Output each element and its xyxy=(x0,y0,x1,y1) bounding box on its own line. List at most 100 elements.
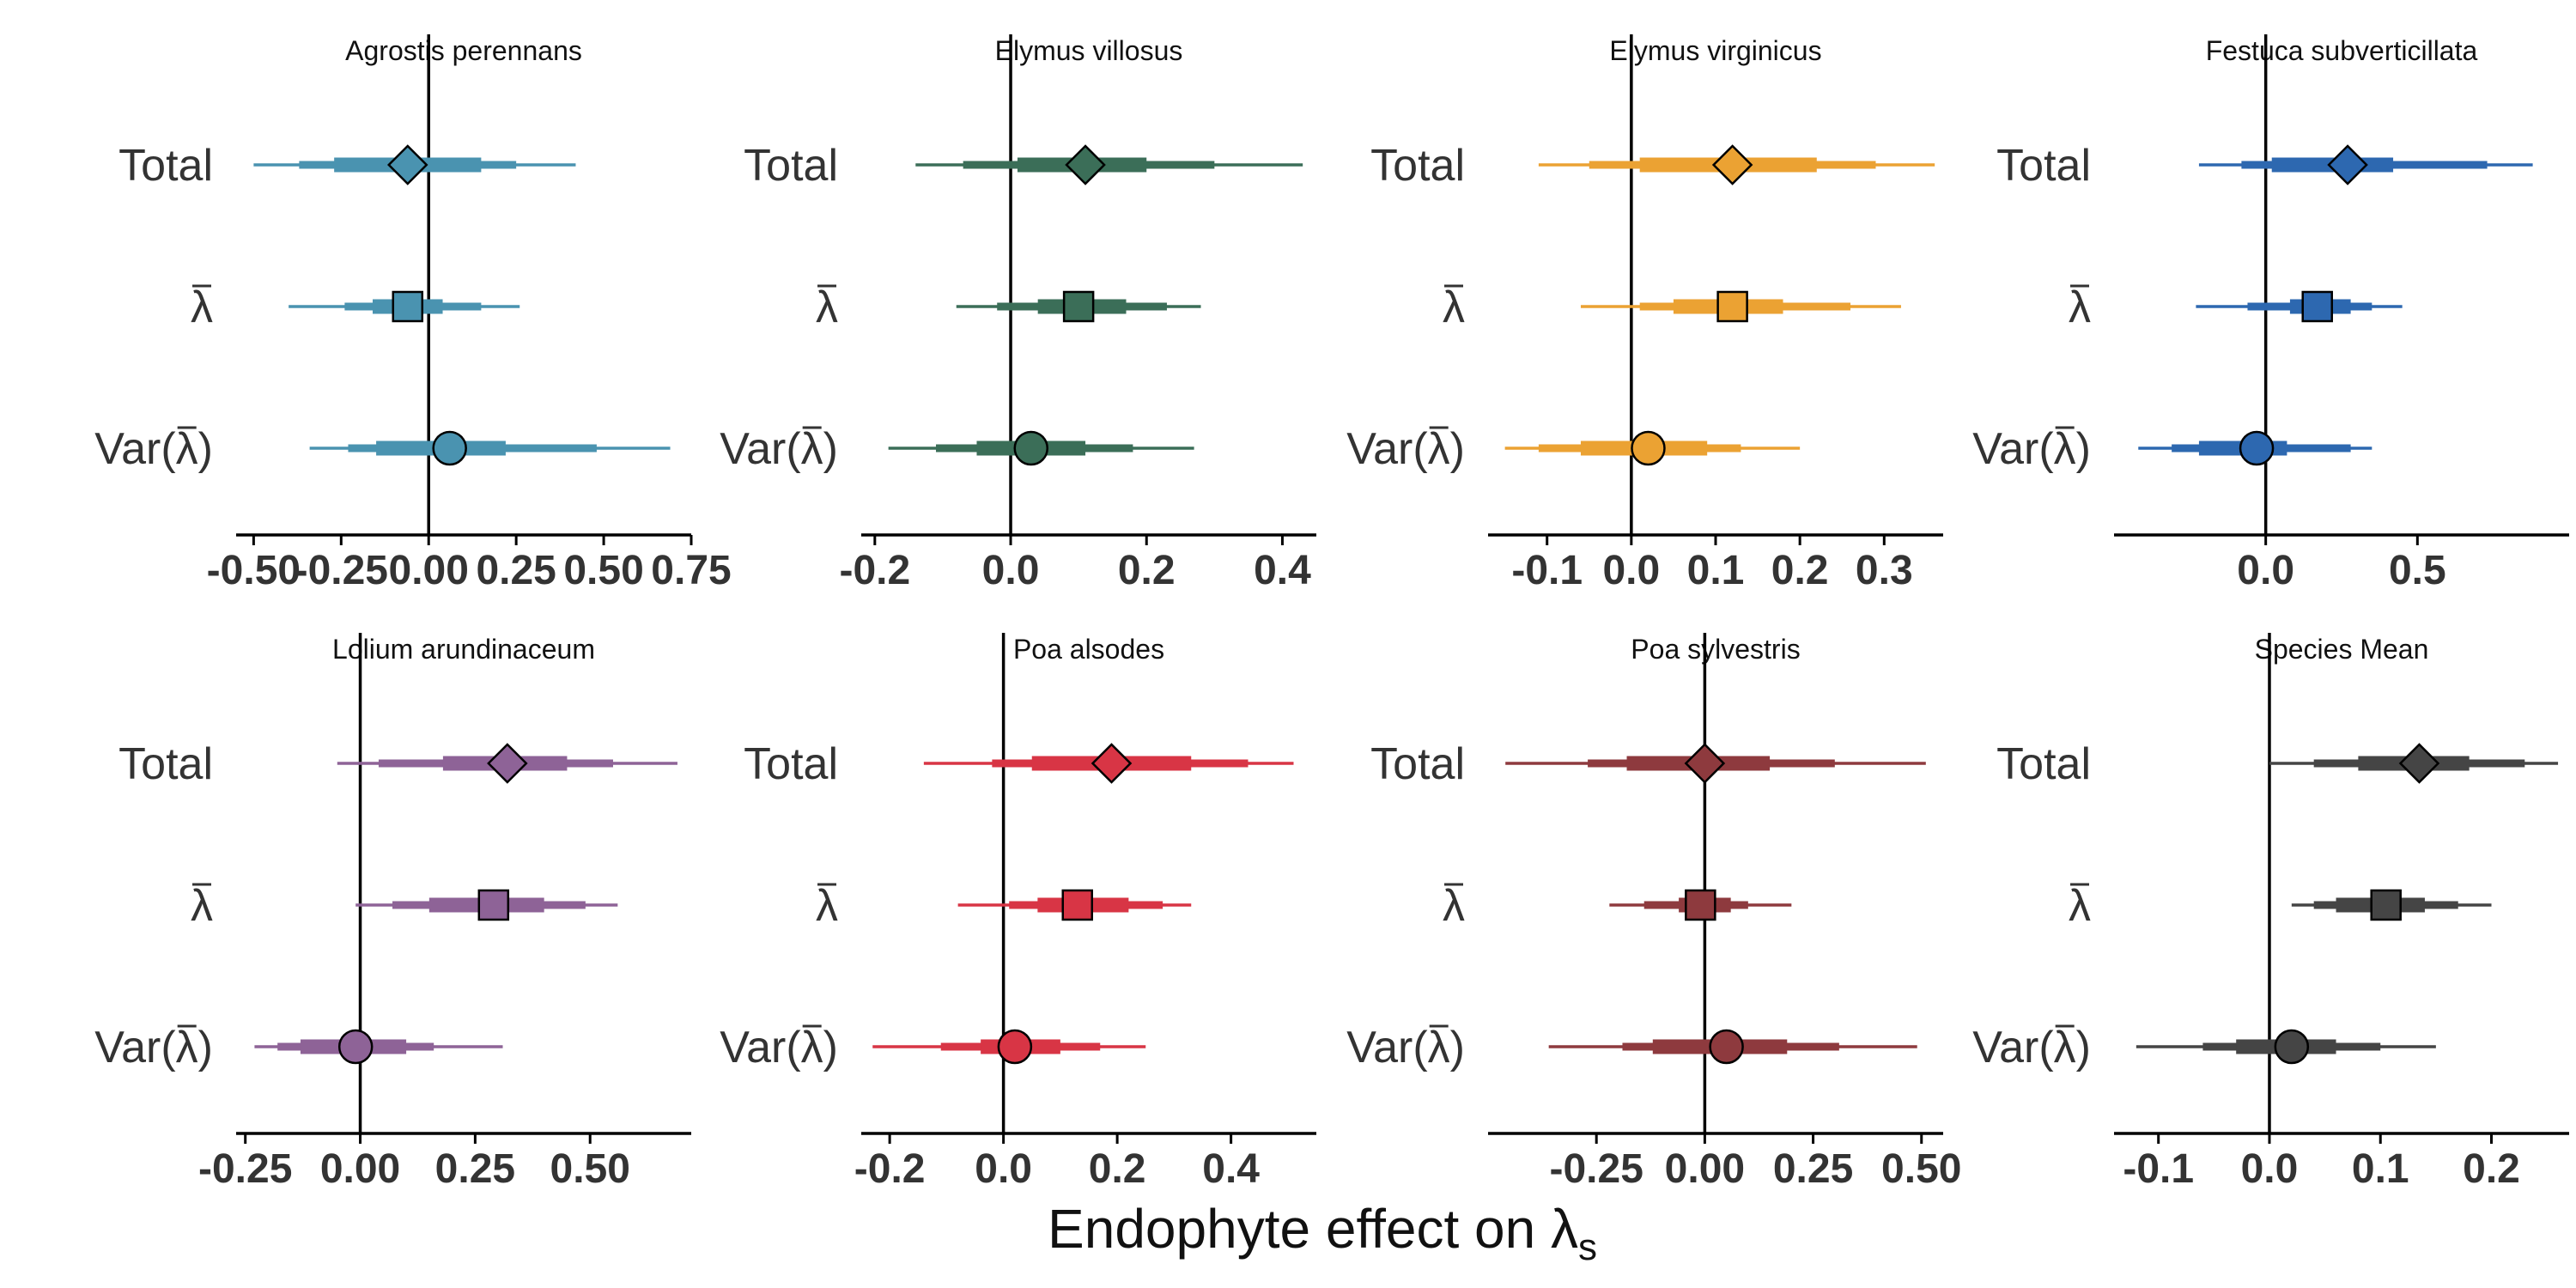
x-tick-label: 0.75 xyxy=(651,548,731,593)
row-label-lambda-bar: λ xyxy=(191,283,213,332)
row-label-var-lambda-bar: Var(λ) xyxy=(720,1023,838,1072)
row-label-total: Total xyxy=(1370,141,1465,191)
x-tick-label: 0.50 xyxy=(563,548,643,593)
mean-marker-square xyxy=(1685,889,1716,921)
x-tick-label: -0.1 xyxy=(1511,548,1583,593)
mean-marker-diamond xyxy=(387,144,428,185)
panel-title: Elymus villosus xyxy=(995,35,1183,66)
x-tick-label: 0.4 xyxy=(1254,548,1311,593)
mean-marker-diamond xyxy=(1091,743,1133,784)
mean-marker-diamond xyxy=(2398,743,2440,784)
x-tick-label: 0.25 xyxy=(476,548,556,593)
x-tick-label: 0.00 xyxy=(1665,1146,1745,1192)
x-axis-title: Endophyte effect on λs xyxy=(1048,1198,1597,1268)
x-tick-label: 0.2 xyxy=(1089,1146,1146,1192)
x-tick-label: 0.0 xyxy=(982,548,1040,593)
x-tick-label: 0.3 xyxy=(1856,548,1913,593)
x-tick-label: 0.1 xyxy=(1687,548,1745,593)
x-tick-label: 0.2 xyxy=(1118,548,1176,593)
x-tick-label: 0.0 xyxy=(2241,1146,2299,1192)
x-tick-label: -0.50 xyxy=(207,548,301,593)
panel-festuca-subverticillata: Festuca subverticillata 0.0 0.5 Total λ Var(λ… xyxy=(1972,34,2569,593)
row-label-lambda-bar: λ xyxy=(816,283,838,332)
x-tick-label: 0.5 xyxy=(2389,548,2446,593)
mean-marker-circle xyxy=(1631,430,1666,466)
x-tick-label: 0.25 xyxy=(1773,1146,1853,1192)
row-label-total: Total xyxy=(1370,739,1465,789)
x-tick-label: 0.4 xyxy=(1202,1146,1260,1192)
row-label-lambda-bar: λ xyxy=(2069,881,2091,931)
mean-marker-diamond xyxy=(487,743,528,784)
panel-title: Poa alsodes xyxy=(1013,634,1164,665)
panel-title: Lolium arundinaceum xyxy=(332,634,595,665)
panel-poa-alsodes: Poa alsodes -0.2 0.0 0.2 0.4 Total λ Var(λ) xyxy=(720,633,1316,1192)
panel-poa-sylvestris: Poa sylvestris -0.25 0.00 0.25 0.50 Total λ Var… xyxy=(1346,633,1961,1192)
x-tick-label: 0.2 xyxy=(2463,1146,2520,1192)
x-tick-label: -0.2 xyxy=(854,1146,926,1192)
mean-marker-diamond xyxy=(1065,144,1106,185)
x-axis-title-subscript: s xyxy=(1578,1226,1597,1268)
mean-marker-circle xyxy=(2274,1029,2310,1065)
mean-marker-diamond xyxy=(2327,144,2368,185)
row-label-var-lambda-bar: Var(λ) xyxy=(1346,424,1465,474)
mean-marker-circle xyxy=(1709,1029,1744,1065)
row-label-var-lambda-bar: Var(λ) xyxy=(1972,1023,2091,1072)
panel-elymus-villosus: Elymus villosus -0.2 0.0 0.2 0.4 Total λ Var(λ) xyxy=(720,34,1316,593)
panel-title: Poa sylvestris xyxy=(1631,634,1800,665)
mean-marker-square xyxy=(477,889,510,921)
x-tick-label: -0.25 xyxy=(295,548,388,593)
row-label-lambda-bar: λ xyxy=(1443,283,1465,332)
panel-species-mean: Species Mean -0.1 0.0 0.1 0.2 Total λ Var(λ) xyxy=(1972,633,2569,1192)
row-label-total: Total xyxy=(118,739,213,789)
row-label-total: Total xyxy=(744,141,838,191)
mean-marker-square xyxy=(1062,290,1095,323)
x-tick-label: 0.00 xyxy=(389,548,469,593)
x-tick-label: 0.0 xyxy=(975,1146,1032,1192)
x-tick-label: 0.0 xyxy=(1602,548,1660,593)
panel-title: Species Mean xyxy=(2255,634,2429,665)
mean-marker-square xyxy=(392,290,424,323)
row-label-lambda-bar: λ xyxy=(191,881,213,931)
x-tick-label: 0.50 xyxy=(1881,1146,1961,1192)
x-tick-label: 0.50 xyxy=(550,1146,630,1192)
mean-marker-circle xyxy=(2239,430,2275,466)
row-label-lambda-bar: λ xyxy=(1443,881,1465,931)
panel-agrostis-perennans: Agrostis perennans -0.50-0.25 0.00 0.25 0.50… xyxy=(94,34,732,593)
mean-marker-square xyxy=(2301,290,2333,323)
mean-marker-square xyxy=(2370,889,2402,921)
mean-marker-circle xyxy=(997,1029,1033,1065)
row-label-total: Total xyxy=(744,739,838,789)
row-label-var-lambda-bar: Var(λ) xyxy=(94,424,213,474)
row-label-var-lambda-bar: Var(λ) xyxy=(720,424,838,474)
mean-marker-circle xyxy=(1013,430,1049,466)
panel-title: Festuca subverticillata xyxy=(2206,35,2478,66)
panel-title: Agrostis perennans xyxy=(345,35,582,66)
row-label-var-lambda-bar: Var(λ) xyxy=(94,1023,213,1072)
x-tick-label: -0.1 xyxy=(2123,1146,2194,1192)
panel-elymus-virginicus: Elymus virginicus -0.1 0.0 0.1 0.2 0.3 Total λ V… xyxy=(1346,34,1943,593)
row-label-lambda-bar: λ xyxy=(816,881,838,931)
mean-marker-circle xyxy=(432,430,467,466)
row-label-var-lambda-bar: Var(λ) xyxy=(1346,1023,1465,1072)
row-label-var-lambda-bar: Var(λ) xyxy=(1972,424,2091,474)
mean-marker-circle xyxy=(337,1029,374,1065)
x-tick-label: 0.25 xyxy=(435,1146,515,1192)
row-label-lambda-bar: λ xyxy=(2069,283,2091,332)
mean-marker-square xyxy=(1061,889,1093,921)
x-tick-label: -0.25 xyxy=(1549,1146,1643,1192)
panels-group: Agrostis perennans-0.50-0.25 0.00 0.25 0.50… xyxy=(94,34,2569,1192)
row-label-total: Total xyxy=(1996,141,2091,191)
x-tick-label: 0.00 xyxy=(320,1146,400,1192)
row-label-total: Total xyxy=(1996,739,2091,789)
x-tick-label: 0.1 xyxy=(2352,1146,2409,1192)
x-tick-label: -0.25 xyxy=(198,1146,292,1192)
panel-title: Elymus virginicus xyxy=(1609,35,1821,66)
x-axis-title-main: Endophyte effect on λ xyxy=(1048,1198,1578,1260)
x-tick-label: 0.2 xyxy=(1771,548,1829,593)
mean-marker-diamond xyxy=(1684,743,1726,784)
mean-marker-square xyxy=(1716,290,1748,323)
mean-marker-diamond xyxy=(1711,144,1753,185)
row-label-total: Total xyxy=(118,141,213,191)
x-tick-label: -0.2 xyxy=(839,548,910,593)
